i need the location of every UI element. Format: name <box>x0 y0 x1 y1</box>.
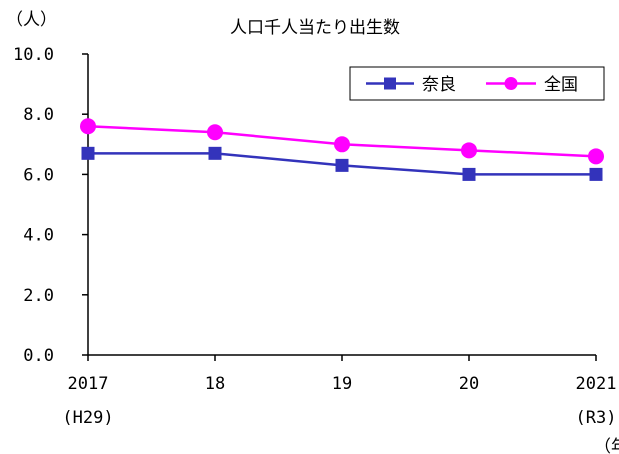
x-tick-label: 20 <box>459 374 479 394</box>
y-tick-label: 10.0 <box>13 45 54 65</box>
y-tick-label: 4.0 <box>23 226 54 246</box>
x-tick-labels: 2017 (H29) 18 19 20 2021 (R3) <box>62 374 616 428</box>
y-tick-labels: 0.0 2.0 4.0 6.0 8.0 10.0 <box>13 45 54 366</box>
data-point-zenkoku <box>461 142 477 159</box>
x-axis-unit-label: （年） <box>594 437 619 454</box>
data-point-zenkoku <box>334 136 350 153</box>
axes <box>82 53 597 361</box>
x-tick-label: 18 <box>205 374 225 394</box>
legend-label-zenkoku: 全国 <box>544 75 578 95</box>
data-point-nara <box>208 146 222 160</box>
data-point-nara <box>335 158 349 172</box>
legend-label-nara: 奈良 <box>422 75 456 95</box>
series-layer <box>80 118 604 181</box>
data-point-nara <box>81 146 95 160</box>
data-point-zenkoku <box>80 118 96 135</box>
y-tick-label: 0.0 <box>23 346 54 366</box>
y-axis-unit-label: （人） <box>6 10 57 30</box>
chart-title: 人口千人当たり出生数 <box>230 18 400 38</box>
legend: 奈良 全国 <box>349 66 605 101</box>
x-tick-label: 2017 <box>68 374 109 394</box>
x-tick-sublabel: (H29) <box>62 408 113 428</box>
x-tick-sublabel: (R3) <box>576 408 617 428</box>
x-tick-label: 19 <box>332 374 352 394</box>
legend-marker-zenkoku <box>504 77 518 90</box>
data-point-zenkoku <box>207 124 223 141</box>
x-tick-label: 2021 <box>576 374 617 394</box>
data-point-zenkoku <box>588 148 604 165</box>
data-point-nara <box>462 167 476 181</box>
legend-marker-nara <box>384 77 396 90</box>
y-tick-label: 2.0 <box>23 286 54 306</box>
data-point-nara <box>589 167 603 181</box>
y-tick-label: 8.0 <box>23 105 54 125</box>
y-tick-label: 6.0 <box>23 165 54 185</box>
